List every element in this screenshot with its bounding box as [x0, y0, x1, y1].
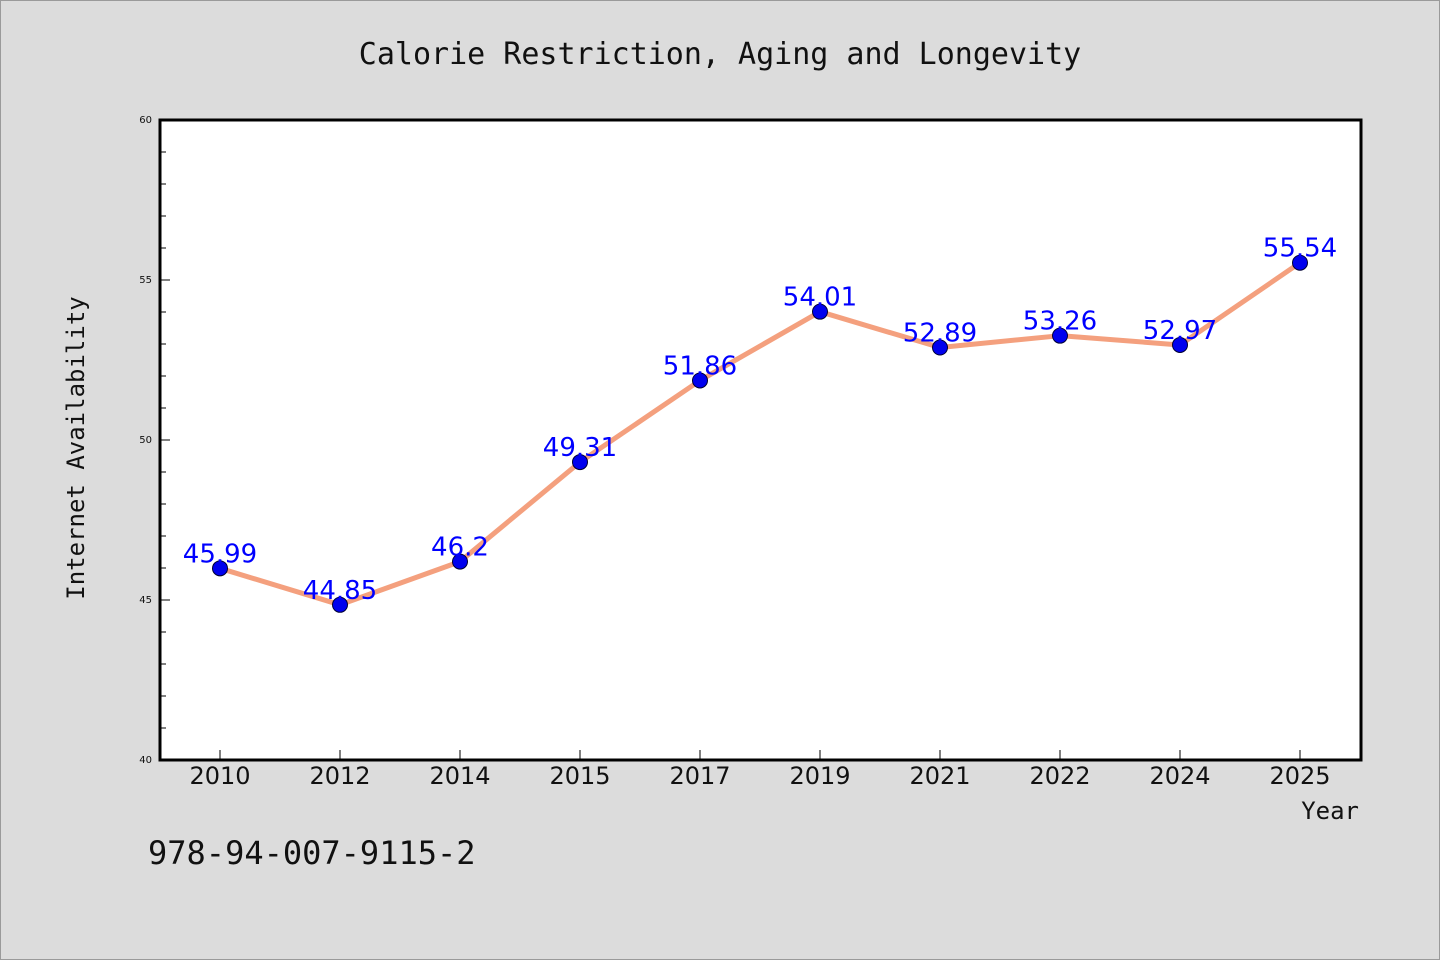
data-label: 45.99: [183, 539, 257, 569]
y-tick-label: 60: [139, 115, 152, 126]
data-label: 55.54: [1263, 234, 1337, 264]
x-tick-label: 2017: [669, 762, 730, 790]
data-point: [212, 560, 228, 577]
data-point: [932, 339, 948, 356]
x-tick-label: 2015: [549, 762, 610, 790]
y-axis-label: Internet Availability: [62, 296, 90, 599]
x-tick-label: 2014: [429, 762, 490, 790]
x-tick-label: 2019: [789, 762, 850, 790]
x-tick-label: 2024: [1149, 762, 1210, 790]
isbn-text: 978-94-007-9115-2: [148, 834, 476, 872]
data-point: [692, 372, 708, 389]
x-tick-label: 2010: [189, 762, 250, 790]
data-label: 52.89: [903, 319, 977, 349]
data-point: [1292, 254, 1308, 271]
data-point: [1052, 327, 1068, 344]
x-axis-label: Year: [1301, 797, 1359, 825]
series-line-group: [212, 254, 1308, 613]
data-point: [452, 553, 468, 570]
data-label: 51.86: [663, 351, 737, 381]
data-label: 46.2: [431, 533, 489, 563]
data-label: 54.01: [783, 283, 857, 313]
series-line: [217, 260, 1303, 608]
x-tick-label: 2021: [909, 762, 970, 790]
x-tick-label: 2025: [1269, 762, 1330, 790]
data-point: [812, 303, 828, 320]
y-tick-label: 50: [139, 435, 152, 446]
data-point: [332, 596, 348, 613]
data-point: [1172, 336, 1188, 353]
x-tick-label: 2012: [309, 762, 370, 790]
data-label: 49.31: [543, 433, 617, 463]
data-label: 52.97: [1143, 316, 1217, 346]
data-point: [572, 454, 588, 471]
plot-area: [158, 118, 1363, 762]
y-tick-label: 55: [139, 275, 152, 286]
data-label: 44.85: [303, 576, 377, 606]
chart-title: Calorie Restriction, Aging and Longevity: [359, 37, 1081, 72]
y-tick-label: 40: [139, 755, 152, 766]
x-axis: 2010 2012 2014 2015 2017 2019 2021 2022 2024 2025: [189, 750, 1331, 790]
x-tick-label: 2022: [1029, 762, 1090, 790]
data-label: 53.26: [1023, 307, 1097, 337]
y-axis: 40 45 50 55 60: [139, 115, 170, 766]
data-labels-group: 45.99 44.85 46.2 49.31 51.86 54.01 52.89 53.26 5…: [183, 234, 1337, 606]
y-tick-label: 45: [139, 595, 152, 606]
